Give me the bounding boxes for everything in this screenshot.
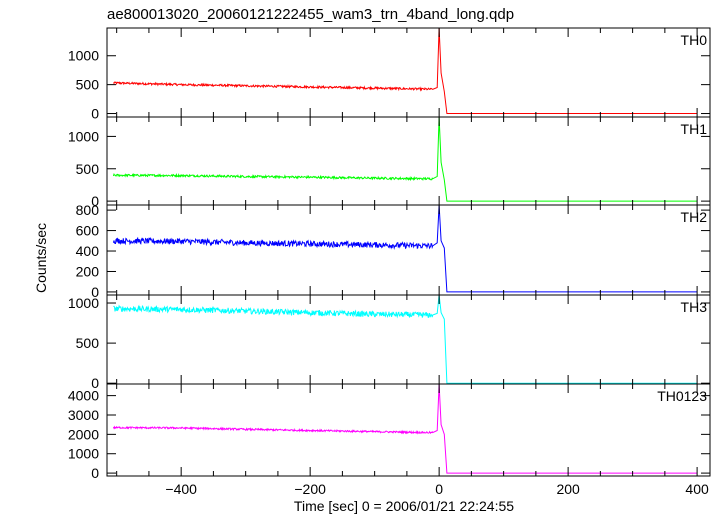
y-tick-label: 0 <box>91 375 99 391</box>
y-tick-label: 1000 <box>68 295 99 311</box>
panel-label: TH0123 <box>657 388 707 404</box>
panel-label: TH2 <box>681 209 708 225</box>
x-tick-label: −200 <box>294 481 326 497</box>
panel-th3: 0 500 1000 TH3 <box>68 294 711 391</box>
panels-group: 0 500 1000 TH0 0 500 1000 TH1 0 200 400 600 800 TH2 0 5… <box>68 27 711 481</box>
x-tick-label: −400 <box>165 481 197 497</box>
y-tick-label: 2000 <box>68 426 99 442</box>
x-tick-label: 400 <box>685 481 709 497</box>
panel-frame <box>106 204 711 296</box>
x-tick-label: 200 <box>556 481 580 497</box>
y-tick-label: 0 <box>91 465 99 481</box>
panel-th1: 0 500 1000 TH1 <box>68 116 711 209</box>
x-axis-label: Time [sec] 0 = 2006/01/21 22:24:55 <box>294 498 514 514</box>
y-tick-label: 600 <box>76 223 100 239</box>
y-tick-label: 500 <box>76 335 100 351</box>
y-tick-label: 500 <box>76 161 100 177</box>
series-line-th2 <box>112 204 698 293</box>
y-tick-label: 1000 <box>68 446 99 462</box>
y-tick-label: 800 <box>76 202 100 218</box>
series-line-th0 <box>113 27 698 114</box>
y-axis-label: Counts/sec <box>33 223 49 293</box>
series-line-th0123 <box>112 383 698 474</box>
y-tick-label: 0 <box>91 106 99 122</box>
panel-frame <box>106 27 711 118</box>
y-tick-label: 4000 <box>68 388 99 404</box>
series-line-th3 <box>113 294 698 384</box>
y-tick-label: 1000 <box>68 48 99 64</box>
panel-label: TH3 <box>681 299 708 315</box>
panel-frame <box>106 383 711 477</box>
y-tick-label: 500 <box>76 77 100 93</box>
panel-label: TH1 <box>681 121 708 137</box>
x-tick-label: 0 <box>435 481 443 497</box>
y-tick-label: 3000 <box>68 407 99 423</box>
y-tick-label: 0 <box>91 193 99 209</box>
y-tick-label: 400 <box>76 243 100 259</box>
panel-th2: 0 200 400 600 800 TH2 <box>76 202 711 300</box>
panel-th0123: 0 1000 2000 3000 4000 TH0123 <box>68 383 711 481</box>
chart-title: ae800013020_20060121222455_wam3_trn_4ban… <box>107 6 514 23</box>
series-line-th1 <box>112 116 698 202</box>
x-tick-labels: −400 −200 0 200 400 <box>165 481 709 497</box>
y-tick-label: 1000 <box>68 128 99 144</box>
panel-th0: 0 500 1000 TH0 <box>68 27 711 122</box>
panel-label: TH0 <box>681 32 708 48</box>
y-tick-label: 0 <box>91 284 99 300</box>
panel-frame <box>106 116 711 206</box>
y-tick-label: 200 <box>76 263 100 279</box>
